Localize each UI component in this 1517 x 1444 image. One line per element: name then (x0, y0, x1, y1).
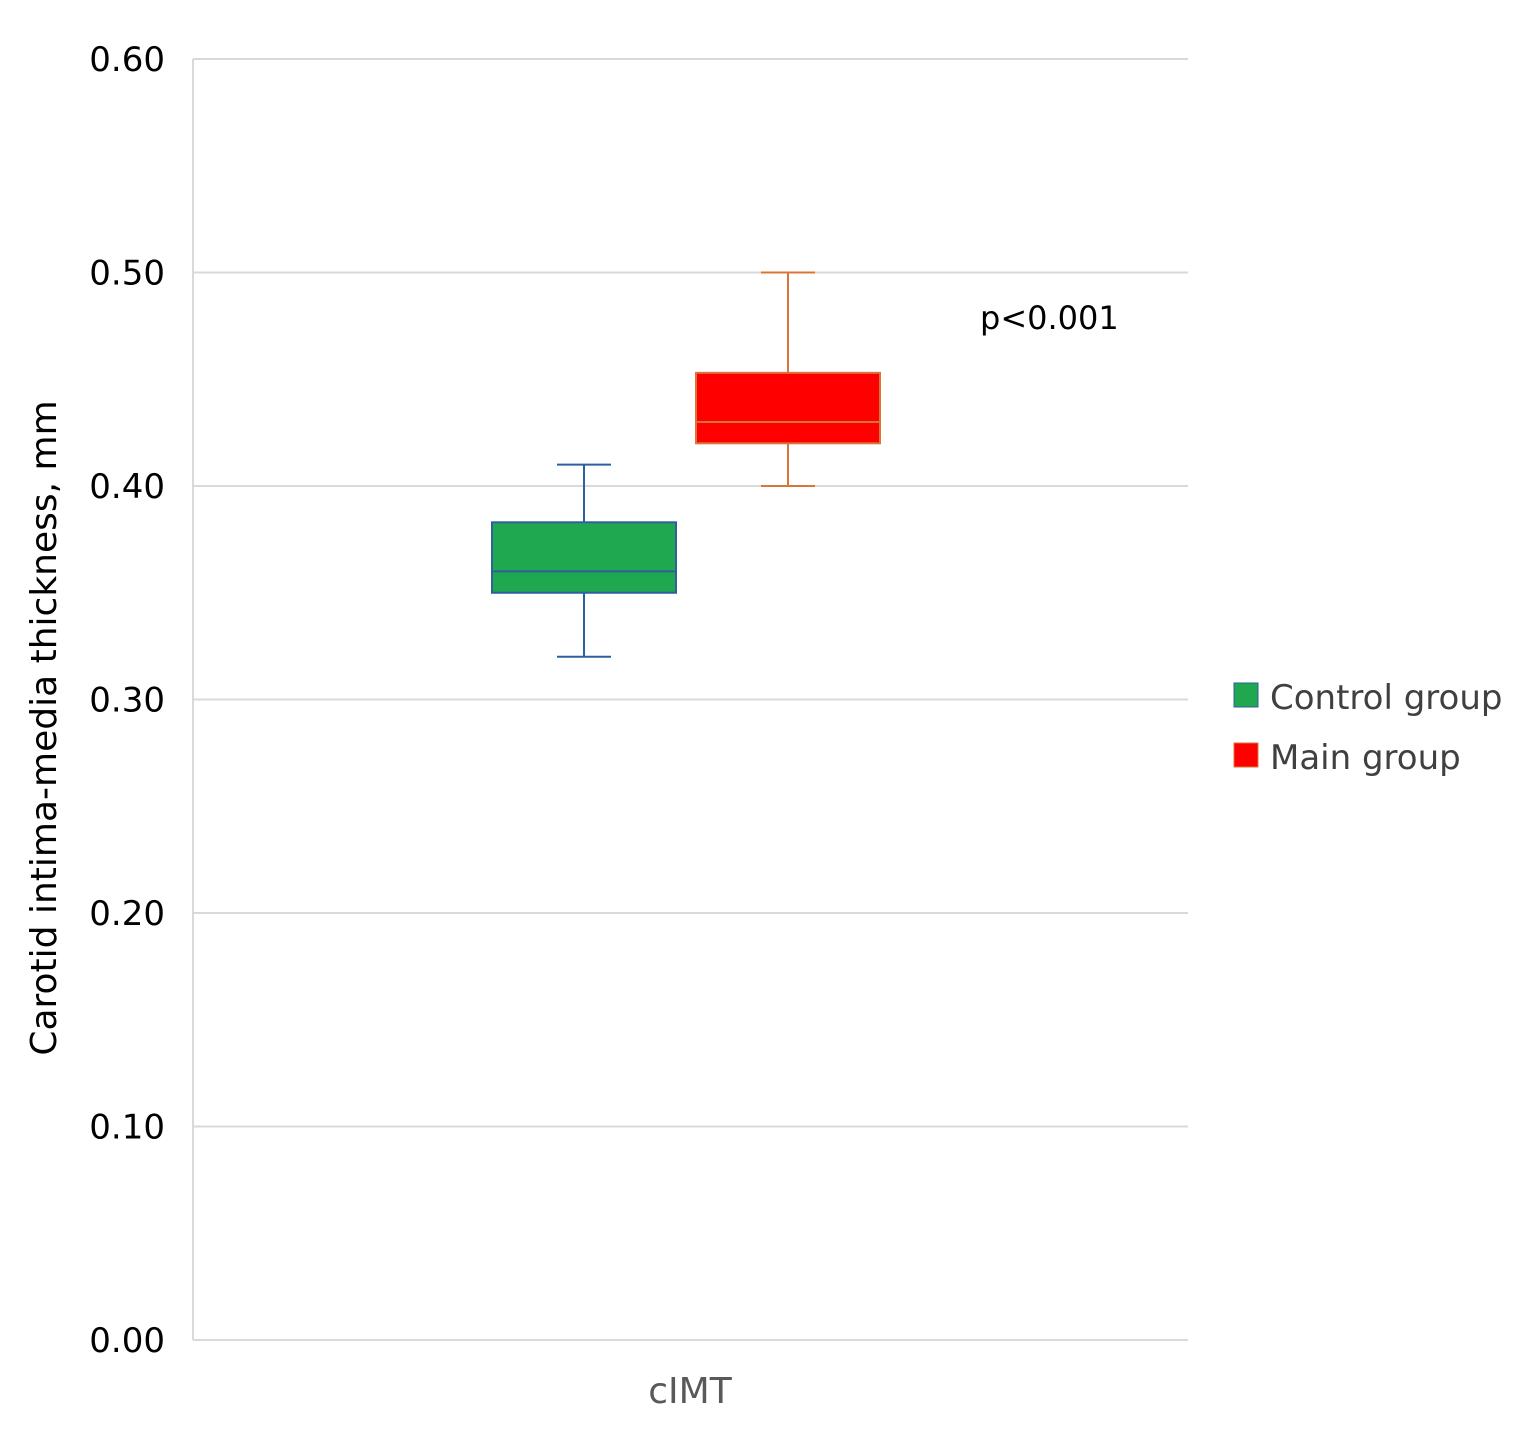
y-tick-label: 0.10 (89, 1108, 165, 1148)
y-axis-ticks: 0.00 0.10 0.20 0.30 0.40 0.50 0.60 (89, 40, 165, 1361)
legend-label: Control group (1270, 678, 1502, 718)
legend: Control group Main group (1233, 678, 1502, 778)
iqr-box (491, 521, 677, 594)
x-category-label: cIMT (648, 1371, 732, 1412)
gridlines (192, 58, 1188, 1341)
y-tick-label: 0.40 (89, 467, 165, 507)
iqr-box (695, 371, 881, 445)
y-tick-label: 0.60 (89, 40, 165, 80)
box-main-group (695, 271, 881, 487)
box-series (491, 271, 881, 658)
legend-swatch (1233, 742, 1259, 768)
y-tick-label: 0.00 (89, 1321, 165, 1361)
y-tick-label: 0.30 (89, 681, 165, 721)
p-value-annotation: p<0.001 (980, 299, 1119, 337)
y-tick-label: 0.20 (89, 894, 165, 934)
y-tick-label: 0.50 (89, 254, 165, 294)
y-axis-title: Carotid intima-media thickness, mm (24, 400, 65, 1055)
legend-swatch (1233, 682, 1259, 708)
legend-label: Main group (1270, 738, 1461, 778)
box-control-group (491, 463, 677, 658)
